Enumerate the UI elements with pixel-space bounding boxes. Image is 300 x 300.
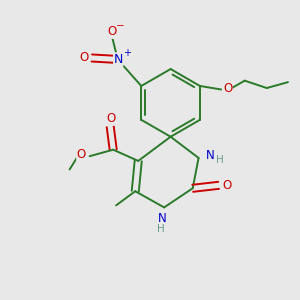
Text: N: N xyxy=(158,212,167,225)
Text: H: H xyxy=(216,155,224,165)
Text: N: N xyxy=(114,53,123,66)
Text: O: O xyxy=(222,179,232,192)
Text: O: O xyxy=(77,148,86,161)
Text: O: O xyxy=(106,112,116,125)
Text: +: + xyxy=(123,48,131,58)
Text: N: N xyxy=(206,149,215,162)
Text: H: H xyxy=(157,224,165,234)
Text: O: O xyxy=(108,25,117,38)
Text: O: O xyxy=(223,82,232,95)
Text: O: O xyxy=(79,52,88,64)
Text: −: − xyxy=(116,21,125,31)
